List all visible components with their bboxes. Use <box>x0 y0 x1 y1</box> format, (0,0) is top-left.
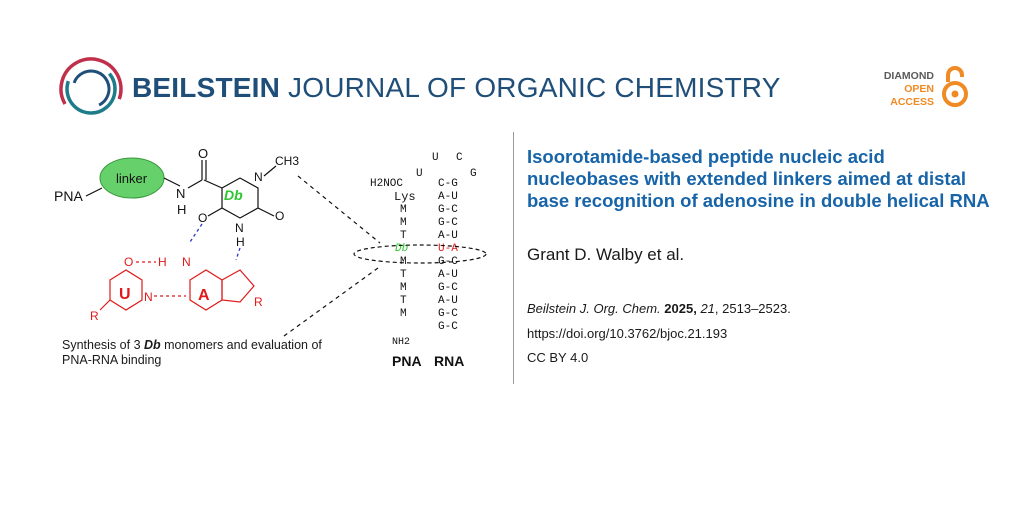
citation-volume: 21 <box>700 301 715 316</box>
rna-loop: U C U G <box>416 152 477 180</box>
diamond-open-access-badge: DIAMOND OPEN ACCESS <box>884 70 934 109</box>
pna-monomer: T <box>400 269 407 281</box>
rna-loop-base: G <box>470 168 477 180</box>
graphic-caption: Synthesis of 3 Db monomers and evaluatio… <box>62 338 322 368</box>
pna-label: PNA <box>54 188 83 204</box>
h2noc-label: H2NOC <box>370 178 403 190</box>
rna-column-label: RNA <box>434 353 464 369</box>
highlight-ellipse <box>353 244 487 264</box>
rna-base-pair: A-U <box>438 269 458 281</box>
u-o4: O <box>124 255 133 269</box>
carbonyl-o: O <box>198 146 208 161</box>
ring-h3: H <box>236 235 245 249</box>
pna-monomer: M <box>400 308 407 320</box>
rna-loop-base: C <box>456 152 463 164</box>
graphical-abstract: PNA linker N H O Db N CH3 O N H O O H N … <box>54 146 487 369</box>
a-n6: N <box>182 255 191 269</box>
rna-loop-base: U <box>416 168 423 180</box>
rna-base-pair: G-C <box>438 308 458 320</box>
linker-label: linker <box>116 171 148 186</box>
license: CC BY 4.0 <box>527 350 589 365</box>
rna-base-pair: G-C <box>438 321 458 333</box>
caption-post: monomers and evaluation of PNA-RNA bindi… <box>62 338 322 367</box>
a-base-label: A <box>198 287 210 304</box>
rna-base-pair: U-A <box>438 243 458 255</box>
rna-base-pair: G-C <box>438 217 458 229</box>
a-r: R <box>254 295 263 309</box>
rna-base-pair: G-C <box>438 282 458 294</box>
pna-monomer: M <box>400 256 407 268</box>
beilstein-logo-icon <box>59 57 123 121</box>
pna-monomer: Db <box>395 243 408 255</box>
pna-monomer: M <box>400 282 407 294</box>
ring-n3: N <box>235 221 244 235</box>
ring-o2: O <box>275 209 284 223</box>
pna-column-label: PNA <box>392 353 422 369</box>
citation-year: 2025 <box>664 301 694 316</box>
rna-base-pair: A-U <box>438 230 458 242</box>
pna-monomer: T <box>400 230 407 242</box>
a-h6: H <box>158 255 167 269</box>
badge-line1: DIAMOND <box>883 70 934 82</box>
caption-pre: Synthesis of 3 <box>62 338 144 352</box>
lys-label: Lys <box>394 190 416 204</box>
rna-base-pair: C-G <box>438 178 458 190</box>
caption-db: Db <box>144 338 161 352</box>
rna-base-pair: G-C <box>438 256 458 268</box>
pna-monomer: M <box>400 217 407 229</box>
u-base-label: U <box>119 286 131 303</box>
article-authors: Grant D. Walby et al. <box>527 245 685 264</box>
brand-light: JOURNAL OF ORGANIC CHEMISTRY <box>288 72 781 103</box>
ring-o4: O <box>198 211 207 225</box>
citation-pages: 2513–2523. <box>722 301 791 316</box>
rna-loop-base: U <box>432 152 439 164</box>
rna-pairs: C-GA-UG-CG-CA-UU-AG-CA-UG-CA-UG-CG-C <box>438 178 458 333</box>
pna-monomer: T <box>400 295 407 307</box>
journal-header: BEILSTEIN JOURNAL OF ORGANIC CHEMISTRY D… <box>0 0 1024 130</box>
rna-base-pair: G-C <box>438 204 458 216</box>
journal-abbrev: Beilstein J. Org. Chem. <box>527 301 661 316</box>
rna-base-pair: A-U <box>438 191 458 203</box>
citation: Beilstein J. Org. Chem. 2025, 21, 2513–2… <box>527 301 791 316</box>
amide-h: H <box>177 202 186 217</box>
u-r: R <box>90 309 99 323</box>
pna-monomer: M <box>400 204 407 216</box>
badge-line3: ACCESS <box>890 96 934 108</box>
ring-n1: N <box>254 170 263 184</box>
open-access-lock-icon <box>942 66 968 107</box>
db-label: Db <box>224 187 243 203</box>
doi-link[interactable]: https://doi.org/10.3762/bjoc.21.193 <box>527 326 728 341</box>
brand-bold: BEILSTEIN <box>132 72 281 103</box>
amide-n: N <box>176 186 185 201</box>
journal-brand: BEILSTEIN JOURNAL OF ORGANIC CHEMISTRY <box>132 72 781 104</box>
rna-base-pair: A-U <box>438 295 458 307</box>
badge-line2: OPEN <box>904 83 934 95</box>
u-n3h: N <box>144 290 153 304</box>
nh2-label: NH2 <box>392 337 410 348</box>
methyl-label: CH3 <box>275 154 299 168</box>
article-title[interactable]: Isoorotamide-based peptide nucleic acid … <box>527 146 990 211</box>
divider <box>513 132 514 384</box>
